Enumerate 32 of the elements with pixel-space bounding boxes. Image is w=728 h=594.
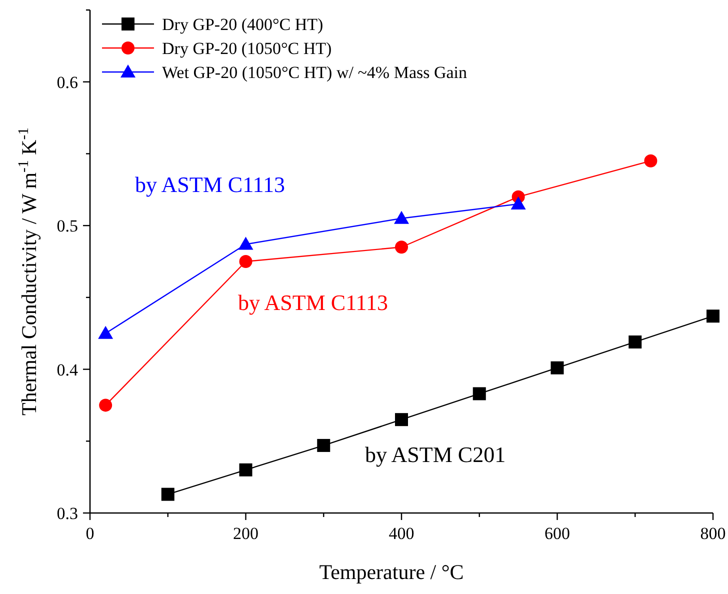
x-tick-label: 600 bbox=[544, 524, 570, 543]
annotation: by ASTM C1113 bbox=[238, 290, 388, 315]
point bbox=[395, 413, 408, 426]
point bbox=[550, 361, 564, 374]
x-axis-title: Temperature / °C bbox=[319, 560, 464, 584]
point bbox=[628, 335, 642, 348]
point bbox=[161, 488, 174, 501]
point bbox=[395, 240, 408, 254]
point bbox=[239, 255, 252, 268]
y-tick-label: 0.6 bbox=[56, 72, 78, 92]
point bbox=[706, 310, 720, 323]
point bbox=[394, 210, 409, 224]
point bbox=[510, 196, 526, 210]
point bbox=[238, 236, 254, 250]
point bbox=[239, 463, 252, 476]
x-tick-label: 800 bbox=[700, 524, 726, 543]
y-tick-label: 0.3 bbox=[56, 504, 78, 523]
point bbox=[98, 326, 114, 339]
point bbox=[317, 438, 330, 452]
annotation: by ASTM C201 bbox=[365, 442, 506, 467]
point bbox=[99, 398, 112, 412]
x-tick-label: 0 bbox=[86, 524, 94, 543]
legend-label: Dry GP-20 (1050°C HT) bbox=[162, 39, 332, 58]
y-tick-label: 0.5 bbox=[56, 216, 78, 236]
y-tick-label: 0.4 bbox=[56, 360, 78, 380]
point bbox=[472, 387, 486, 400]
legend-label: Wet GP-20 (1050°C HT) w/ ~4% Mass Gain bbox=[162, 63, 468, 82]
annotation: by ASTM C1113 bbox=[135, 172, 285, 197]
x-tick-label: 200 bbox=[233, 524, 258, 543]
x-tick-label: 400 bbox=[388, 524, 414, 543]
point bbox=[644, 154, 658, 168]
legend-label: Dry GP-20 (400°C HT) bbox=[162, 15, 324, 34]
